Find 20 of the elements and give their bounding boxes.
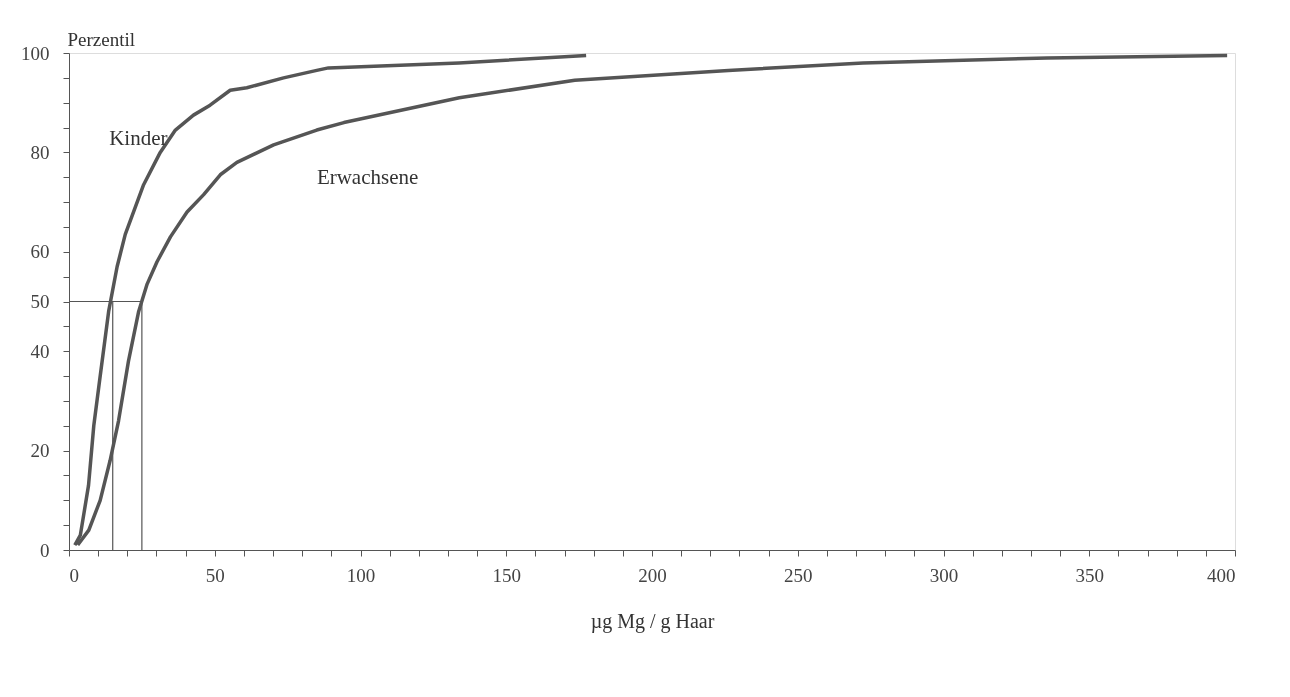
- x-axis-title: µg Mg / g Haar: [590, 609, 715, 633]
- y-axis-title: Perzentil: [67, 28, 136, 50]
- x-tick-label: 50: [205, 564, 225, 586]
- x-tick-label: 250: [784, 564, 813, 586]
- y-tick-label: 20: [30, 440, 50, 462]
- x-tick-label: 150: [492, 564, 521, 586]
- x-tick-label: 300: [929, 564, 959, 586]
- y-tick-label: 80: [30, 141, 50, 163]
- y-tick-label: 50: [30, 291, 50, 312]
- series-label: Erwachsene: [316, 164, 419, 189]
- y-tick-label: 100: [21, 42, 50, 64]
- x-tick-label: 0: [69, 564, 79, 586]
- x-tick-label: 400: [1207, 564, 1236, 586]
- y-tick-label: 0: [40, 539, 50, 561]
- y-tick-label: 40: [30, 340, 50, 362]
- x-tick-label: 350: [1075, 564, 1104, 586]
- x-tick-label: 100: [346, 564, 376, 586]
- series-label: Kinder: [109, 126, 168, 151]
- y-tick-label: 60: [30, 241, 50, 263]
- x-tick-label: 200: [638, 564, 667, 586]
